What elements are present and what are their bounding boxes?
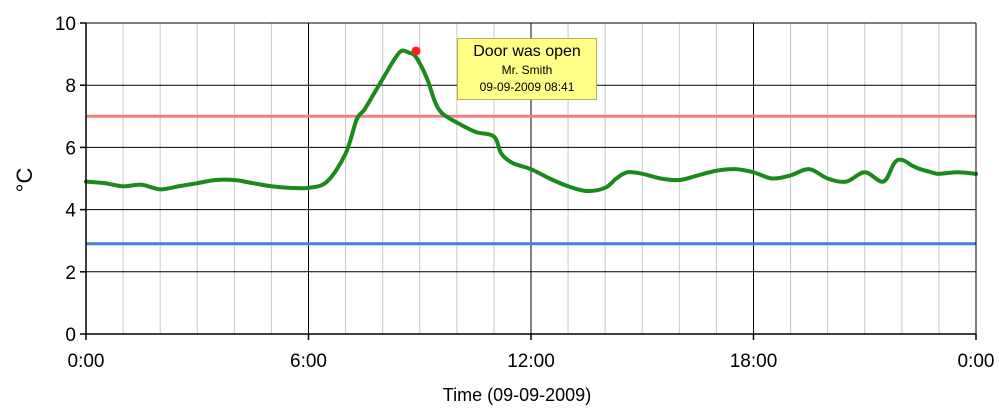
x-axis-title: Time (09-09-2009) bbox=[443, 385, 591, 405]
y-tick-label: 2 bbox=[65, 263, 76, 284]
y-tick-label: 6 bbox=[65, 138, 76, 159]
x-tick-label: 18:00 bbox=[730, 351, 778, 372]
y-tick-label: 10 bbox=[55, 14, 76, 35]
door-open-marker bbox=[411, 46, 421, 56]
note-timestamp: 09-09-2009 08:41 bbox=[479, 80, 575, 94]
note-title: Door was open bbox=[473, 43, 581, 60]
temperature-series bbox=[84, 46, 978, 193]
y-tick-label: 4 bbox=[65, 201, 76, 222]
door-open-note[interactable]: Door was open Mr. Smith 09-09-2009 08:41 bbox=[457, 38, 597, 100]
limit-lines bbox=[86, 114, 976, 246]
y-axis-title: °C bbox=[12, 168, 37, 193]
temperature-line bbox=[84, 48, 978, 193]
x-tick-labels: 0:00 6:00 12:00 18:00 0:00 bbox=[68, 334, 995, 372]
y-tick-label: 8 bbox=[65, 76, 76, 97]
x-tick-label: 6:00 bbox=[290, 351, 327, 372]
note-author: Mr. Smith bbox=[501, 63, 553, 77]
x-tick-label: 0:00 bbox=[68, 351, 105, 372]
axes bbox=[85, 22, 977, 335]
y-tick-labels: 0 2 4 6 8 10 bbox=[55, 14, 86, 346]
x-tick-label: 12:00 bbox=[507, 351, 555, 372]
x-tick-label: 0:00 bbox=[958, 351, 995, 372]
y-tick-label: 0 bbox=[65, 325, 76, 346]
